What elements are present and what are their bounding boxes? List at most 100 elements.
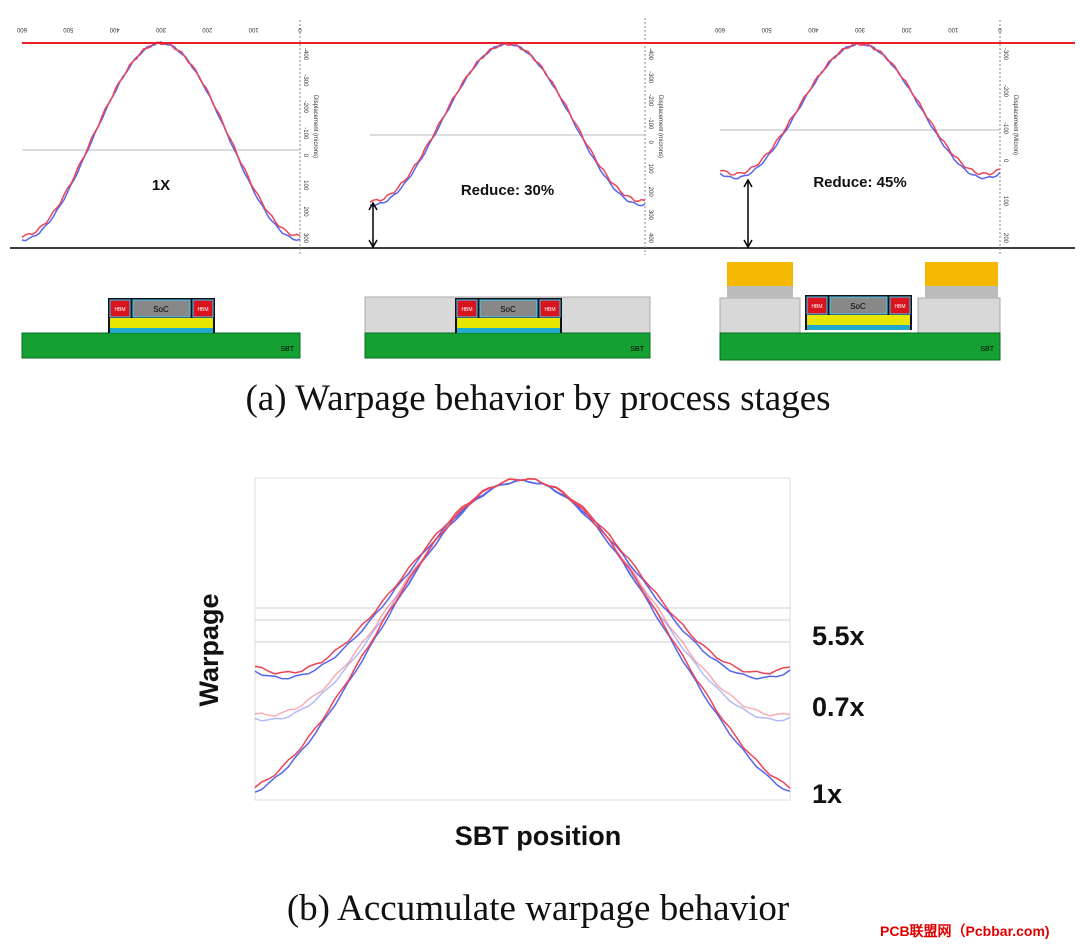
underfill [110, 328, 213, 333]
hbm [889, 296, 911, 315]
soc-label: SoC [500, 305, 516, 314]
substrate [21, 332, 301, 359]
x-tick-label: 300 [854, 26, 865, 32]
x-tick-label: 300 [155, 26, 166, 32]
stage-label: Reduce: 30% [461, 182, 554, 199]
soc [479, 299, 538, 318]
curve-blue [254, 479, 791, 793]
y-tick-label: -400 [647, 48, 653, 61]
level-label: 0.7x [812, 692, 865, 722]
stage-label: Reduce: 45% [813, 174, 906, 191]
y-tick-label: -100 [302, 127, 308, 140]
x-tick-label: 500 [761, 26, 772, 32]
bump-layer [807, 315, 910, 325]
x-tick-label: 600 [714, 26, 725, 32]
watermark: PCB联盟网（Pcbbar.com) [880, 923, 1050, 939]
y-axis-title: Displacement (microns) [312, 95, 318, 158]
x-tick-label: 500 [63, 26, 74, 32]
y-tick-label: 0 [647, 141, 653, 145]
top-die [727, 262, 793, 286]
interposer [925, 286, 998, 298]
y-tick-label: 100 [647, 164, 653, 175]
substrate-label: SBT [280, 346, 294, 353]
x-tick-label: 200 [901, 26, 912, 32]
y-tick-label: -100 [647, 117, 653, 130]
y-tick-label: -200 [302, 101, 308, 114]
caption-a: (a) Warpage behavior by process stages [245, 378, 830, 419]
interposer [727, 286, 793, 298]
underfill [457, 328, 560, 333]
curve-red [254, 477, 791, 675]
hbm-label: HBM [894, 304, 905, 310]
plot-frame [254, 477, 791, 801]
x-tick-label: 400 [109, 26, 120, 32]
y-tick-label: -200 [647, 94, 653, 107]
mold [719, 297, 801, 334]
substrate-label: SBT [980, 346, 994, 353]
hbm-label: HBM [197, 307, 208, 313]
y-tick-label: 200 [302, 207, 308, 218]
curve-blue [21, 41, 301, 242]
y-axis-title: Displacement (Micron) [1012, 95, 1018, 155]
substrate-label: SBT [630, 346, 644, 353]
y-tick-label: 400 [647, 233, 653, 244]
y-tick-label: -300 [647, 71, 653, 84]
curve-red [254, 478, 791, 717]
y-tick-label: -300 [302, 74, 308, 87]
y-tick-label: -200 [1002, 85, 1008, 98]
hbm [456, 299, 478, 318]
hbm [539, 299, 561, 318]
substrate [364, 332, 651, 359]
hbm [806, 296, 828, 315]
y-tick-label: 300 [647, 210, 653, 221]
hbm [192, 299, 214, 318]
level-label: 5.5x [812, 621, 865, 651]
y-axis-title: Warpage [194, 593, 224, 706]
soc [829, 296, 888, 315]
y-tick-label: 0 [1002, 159, 1008, 163]
curve-red [21, 41, 301, 239]
y-tick-label: 200 [1002, 233, 1008, 244]
level-label: 1x [812, 779, 842, 809]
soc-label: SoC [850, 302, 866, 311]
underfill [807, 325, 910, 330]
y-tick-label: 300 [302, 233, 308, 244]
y-tick-label: -300 [1002, 48, 1008, 61]
x-tick-label: 0 [998, 26, 1002, 32]
x-axis-title: SBT position [455, 821, 621, 851]
arrow-head [368, 201, 378, 249]
x-tick-label: 100 [248, 26, 259, 32]
x-tick-label: 0 [298, 26, 302, 32]
y-tick-label: 100 [1002, 196, 1008, 207]
top-die [925, 262, 998, 286]
bump-layer [110, 318, 213, 328]
y-tick-label: -400 [302, 48, 308, 61]
stage-label: 1X [152, 177, 170, 194]
x-tick-label: 200 [202, 26, 213, 32]
curve-blue [254, 479, 791, 680]
hbm-label: HBM [114, 307, 125, 313]
hbm-label: HBM [811, 304, 822, 310]
y-tick-label: -100 [1002, 122, 1008, 135]
x-tick-label: 600 [16, 26, 27, 32]
mold [917, 297, 1001, 334]
substrate [719, 332, 1001, 361]
hbm-label: HBM [461, 307, 472, 313]
x-tick-label: 400 [808, 26, 819, 32]
y-axis-title: Displacement (microns) [657, 95, 663, 158]
x-tick-label: 100 [948, 26, 959, 32]
curve-red [369, 42, 646, 203]
hbm-label: HBM [544, 307, 555, 313]
curve-red [719, 42, 1001, 176]
y-tick-label: 200 [647, 187, 653, 198]
soc-label: SoC [153, 305, 169, 314]
arrow-head [743, 178, 753, 249]
caption-b: (b) Accumulate warpage behavior [287, 888, 789, 929]
y-tick-label: 0 [302, 154, 308, 158]
bump-layer [457, 318, 560, 328]
soc [132, 299, 191, 318]
curve-red [254, 478, 791, 789]
hbm [109, 299, 131, 318]
y-tick-label: 100 [302, 180, 308, 191]
